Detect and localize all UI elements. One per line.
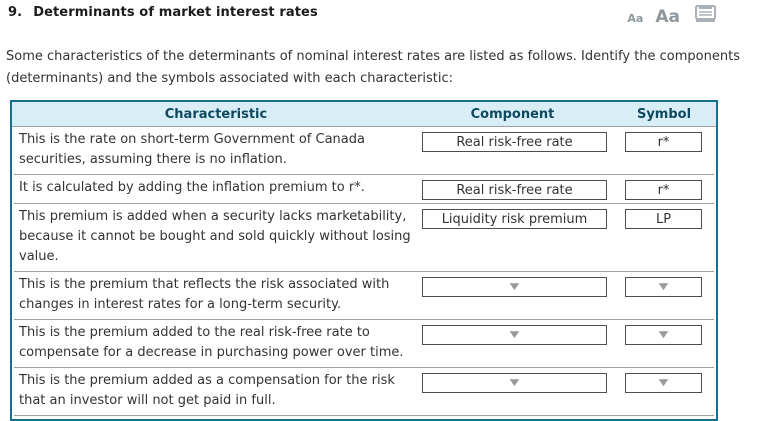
intro-text: Some characteristics of the determinants… xyxy=(6,46,773,90)
characteristic-text: This is the premium added to the real ri… xyxy=(19,325,404,360)
dropdown-arrow-icon: ▼ xyxy=(509,329,520,340)
intro-line-2: (determinants) and the symbols associate… xyxy=(6,71,453,86)
characteristic-text: This is the premium added as a compensat… xyxy=(19,373,395,408)
component-dropdown[interactable]: Real risk-free rate xyxy=(422,180,607,200)
dropdown-arrow-icon: ▼ xyxy=(658,329,669,340)
font-size-small-button[interactable]: Aa xyxy=(627,12,644,25)
dropdown-arrow-icon: ▼ xyxy=(658,377,669,388)
characteristic-text: This is the rate on short-term Governmen… xyxy=(19,132,365,167)
symbol-dropdown[interactable]: ▼ xyxy=(625,277,702,297)
question-number: 9. xyxy=(8,5,23,20)
table-row: It is calculated by adding the inflation… xyxy=(14,175,714,204)
print-icon[interactable] xyxy=(694,5,717,26)
symbol-dropdown[interactable]: r* xyxy=(625,180,702,200)
table-row: This is the rate on short-term Governmen… xyxy=(14,127,714,175)
table-body: This is the rate on short-term Governmen… xyxy=(12,127,716,419)
dropdown-arrow-icon: ▼ xyxy=(509,281,520,292)
component-dropdown[interactable]: Liquidity risk premium xyxy=(422,209,607,229)
column-header-component: Component xyxy=(470,106,555,122)
column-header-symbol: Symbol xyxy=(636,106,692,122)
component-dropdown[interactable]: ▼ xyxy=(422,277,607,297)
table-row: This is the premium added to the real ri… xyxy=(14,320,714,368)
symbol-dropdown[interactable]: ▼ xyxy=(625,373,702,393)
intro-line-1: Some characteristics of the determinants… xyxy=(6,49,740,64)
column-header-characteristic: Characteristic xyxy=(164,106,268,122)
symbol-dropdown[interactable]: r* xyxy=(625,132,702,152)
characteristic-text: It is calculated by adding the inflation… xyxy=(19,180,365,195)
dropdown-arrow-icon: ▼ xyxy=(658,281,669,292)
table-header-row: Characteristic Component Symbol xyxy=(12,102,716,127)
characteristic-text: This is the premium that reflects the ri… xyxy=(19,277,390,312)
font-size-large-button[interactable]: Aa xyxy=(655,7,680,27)
table-row: This is the premium added as a compensat… xyxy=(14,368,714,416)
component-dropdown[interactable]: Real risk-free rate xyxy=(422,132,607,152)
question-title-text: Determinants of market interest rates xyxy=(33,5,318,20)
component-dropdown[interactable]: ▼ xyxy=(422,373,607,393)
table-row: This premium is added when a security la… xyxy=(14,204,714,272)
display-controls: Aa Aa xyxy=(627,5,717,26)
component-dropdown[interactable]: ▼ xyxy=(422,325,607,345)
symbol-dropdown[interactable]: ▼ xyxy=(625,325,702,345)
symbol-dropdown[interactable]: LP xyxy=(625,209,702,229)
question-title: 9. Determinants of market interest rates xyxy=(8,5,318,20)
determinants-table: Characteristic Component Symbol This is … xyxy=(10,100,718,421)
table-row: This is the premium that reflects the ri… xyxy=(14,272,714,320)
dropdown-arrow-icon: ▼ xyxy=(509,377,520,388)
question-header: 9. Determinants of market interest rates … xyxy=(0,0,773,26)
characteristic-text: This premium is added when a security la… xyxy=(19,209,411,264)
